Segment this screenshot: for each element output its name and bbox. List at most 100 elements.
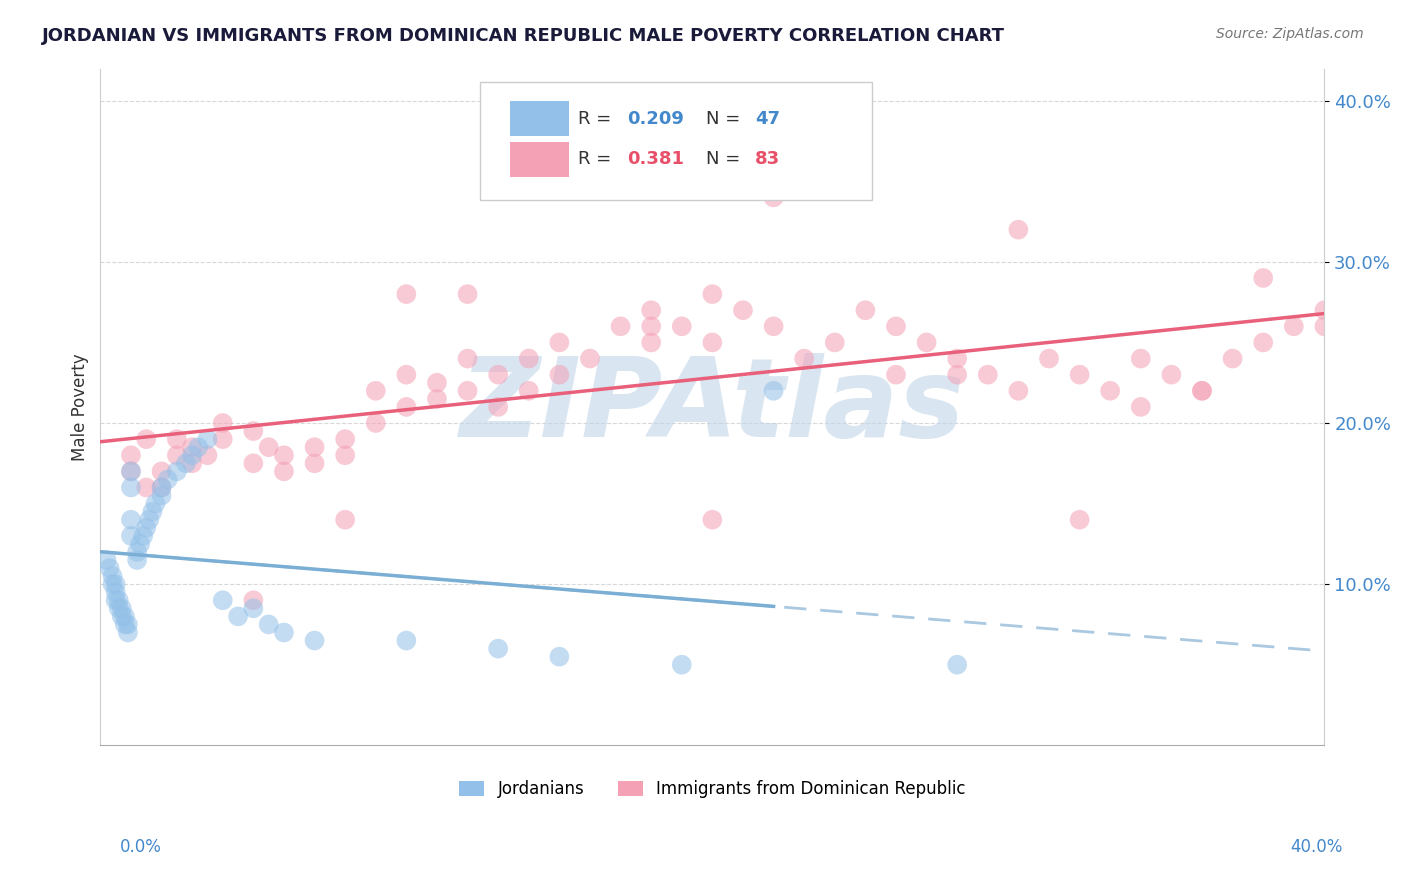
FancyBboxPatch shape <box>510 142 569 177</box>
Point <box>150 480 173 494</box>
Point <box>457 351 479 366</box>
Point <box>101 577 124 591</box>
Text: 40.0%: 40.0% <box>1291 838 1343 856</box>
Point <box>395 400 418 414</box>
Text: N =: N = <box>706 150 747 169</box>
Point <box>731 303 754 318</box>
Point <box>1007 222 1029 236</box>
Point <box>609 319 631 334</box>
Point <box>197 448 219 462</box>
Point <box>98 561 121 575</box>
Point <box>114 617 136 632</box>
Point <box>1069 513 1091 527</box>
Point <box>702 335 724 350</box>
Point <box>517 351 540 366</box>
Point <box>150 480 173 494</box>
Point <box>486 400 509 414</box>
Point <box>640 303 662 318</box>
Point <box>640 319 662 334</box>
Point <box>211 593 233 607</box>
Y-axis label: Male Poverty: Male Poverty <box>72 353 89 460</box>
Point <box>426 392 449 406</box>
Point <box>457 287 479 301</box>
Point <box>273 464 295 478</box>
Point <box>548 335 571 350</box>
Text: Source: ZipAtlas.com: Source: ZipAtlas.com <box>1216 27 1364 41</box>
Text: JORDANIAN VS IMMIGRANTS FROM DOMINICAN REPUBLIC MALE POVERTY CORRELATION CHART: JORDANIAN VS IMMIGRANTS FROM DOMINICAN R… <box>42 27 1005 45</box>
Point <box>1222 351 1244 366</box>
Point <box>174 456 197 470</box>
Point <box>1251 271 1274 285</box>
Point <box>120 464 142 478</box>
Point <box>1313 319 1336 334</box>
Point <box>517 384 540 398</box>
Point <box>104 593 127 607</box>
Point <box>333 513 356 527</box>
Point <box>156 472 179 486</box>
Point <box>104 577 127 591</box>
Point <box>125 545 148 559</box>
Point <box>242 593 264 607</box>
Point <box>702 287 724 301</box>
Point <box>884 368 907 382</box>
Point <box>117 617 139 632</box>
Point <box>273 448 295 462</box>
Point <box>181 440 204 454</box>
Point <box>187 440 209 454</box>
Point <box>457 384 479 398</box>
Point <box>824 335 846 350</box>
Point <box>762 384 785 398</box>
Text: 83: 83 <box>755 150 780 169</box>
Point <box>96 553 118 567</box>
Point <box>1282 319 1305 334</box>
Point <box>135 480 157 494</box>
Point <box>1160 368 1182 382</box>
Point <box>117 625 139 640</box>
Point <box>242 601 264 615</box>
Point <box>120 513 142 527</box>
Legend: Jordanians, Immigrants from Dominican Republic: Jordanians, Immigrants from Dominican Re… <box>453 773 972 805</box>
Point <box>884 319 907 334</box>
Point <box>426 376 449 390</box>
Point <box>242 456 264 470</box>
Text: R =: R = <box>578 150 617 169</box>
Text: 0.381: 0.381 <box>627 150 683 169</box>
Point <box>486 641 509 656</box>
Point <box>211 416 233 430</box>
Point <box>1313 303 1336 318</box>
Text: 0.209: 0.209 <box>627 110 683 128</box>
Point <box>101 569 124 583</box>
Point <box>946 351 969 366</box>
Point <box>1251 335 1274 350</box>
FancyBboxPatch shape <box>510 101 569 136</box>
Point <box>395 633 418 648</box>
Text: N =: N = <box>706 110 747 128</box>
Point <box>915 335 938 350</box>
Point <box>1099 384 1122 398</box>
Point <box>977 368 1000 382</box>
Point <box>1129 400 1152 414</box>
Point <box>486 368 509 382</box>
Point <box>671 657 693 672</box>
Point <box>579 351 602 366</box>
Point <box>762 190 785 204</box>
Point <box>132 529 155 543</box>
Point <box>129 537 152 551</box>
Point <box>114 609 136 624</box>
Point <box>257 617 280 632</box>
Point <box>111 601 134 615</box>
Point <box>211 432 233 446</box>
Point <box>793 351 815 366</box>
Point <box>138 513 160 527</box>
Point <box>304 633 326 648</box>
Point <box>107 593 129 607</box>
Point <box>304 440 326 454</box>
Point <box>853 303 876 318</box>
Point <box>120 448 142 462</box>
Point <box>548 649 571 664</box>
Point <box>150 489 173 503</box>
Point <box>364 416 387 430</box>
Point <box>120 529 142 543</box>
Point <box>1038 351 1060 366</box>
Point <box>166 432 188 446</box>
